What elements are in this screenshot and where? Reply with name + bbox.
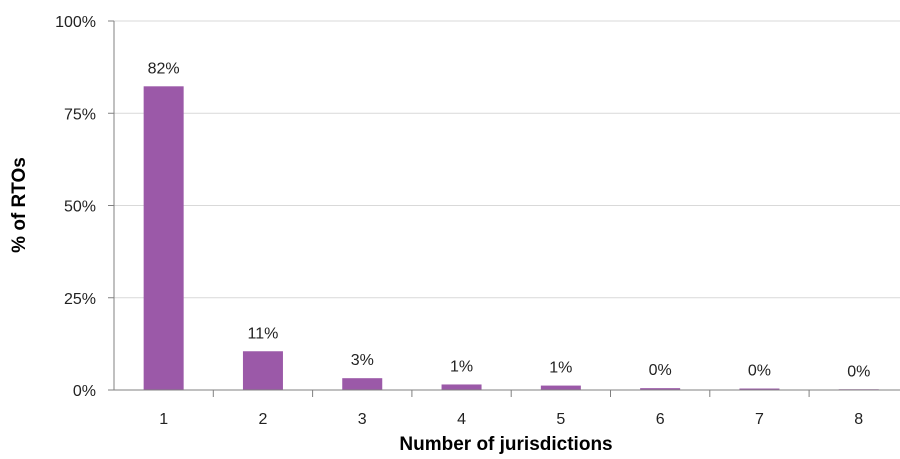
bar xyxy=(342,378,383,390)
y-tick-label: 25% xyxy=(64,291,96,308)
bar xyxy=(739,388,780,390)
y-tick-label: 75% xyxy=(64,106,96,123)
data-label: 11% xyxy=(248,325,279,342)
y-axis-tick-labels: 0% 25% 50% 75% 100% xyxy=(55,14,114,400)
gridlines xyxy=(114,20,900,299)
x-tick-label: 7 xyxy=(755,411,764,428)
y-tick-label: 50% xyxy=(64,199,96,216)
bar xyxy=(242,351,283,390)
bar xyxy=(143,86,184,391)
bars xyxy=(143,86,879,391)
x-tick-label: 5 xyxy=(556,411,565,428)
x-tick-label: 1 xyxy=(159,411,168,428)
x-tick-label: 4 xyxy=(457,411,466,428)
data-label: 3% xyxy=(351,352,374,369)
bar xyxy=(441,384,482,390)
axes xyxy=(113,21,900,391)
x-axis-title: Number of jurisdictions xyxy=(399,434,612,455)
data-label: 0% xyxy=(847,363,870,380)
data-label: 1% xyxy=(450,358,473,375)
data-label: 0% xyxy=(649,362,672,379)
data-labels: 82% 11% 3% 1% 1% 0% 0% 0% xyxy=(148,60,871,380)
data-label: 1% xyxy=(549,360,572,377)
x-tick-label: 6 xyxy=(656,411,665,428)
y-axis-title: % of RTOs xyxy=(9,157,30,253)
data-label: 82% xyxy=(148,60,180,77)
data-label: 0% xyxy=(748,363,771,380)
x-tick-label: 3 xyxy=(358,411,367,428)
bar xyxy=(640,388,681,390)
y-tick-label: 100% xyxy=(55,14,96,31)
x-tick-label: 2 xyxy=(258,411,267,428)
x-axis-tick-labels: 1 2 3 4 5 6 7 8 xyxy=(159,390,863,428)
x-tick-label: 8 xyxy=(854,411,863,428)
y-tick-label: 0% xyxy=(73,383,96,400)
bar xyxy=(540,385,581,390)
